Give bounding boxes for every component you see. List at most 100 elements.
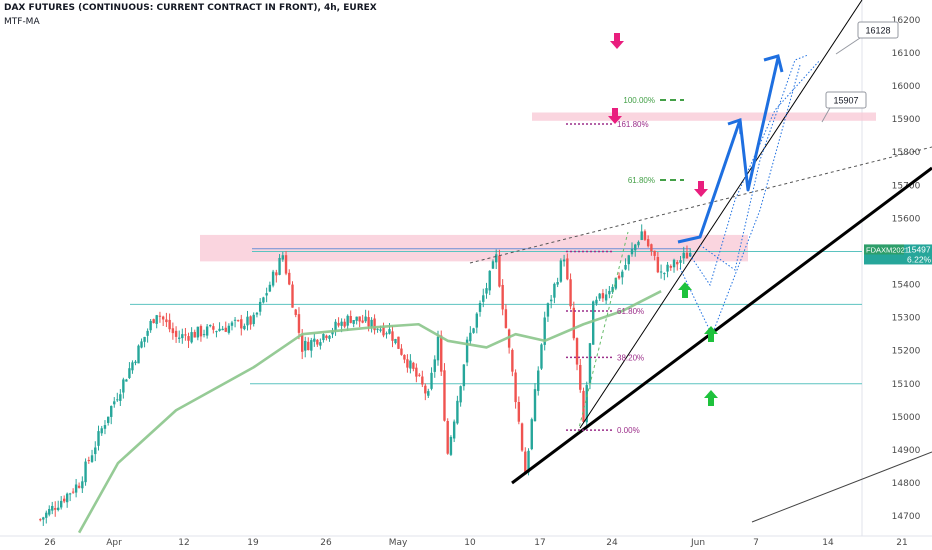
up-arrow-icon xyxy=(678,282,692,298)
callout-label: 15907 xyxy=(833,96,858,106)
candle-body xyxy=(190,332,193,343)
price-tick-label: 15100 xyxy=(892,380,921,390)
price-tick-label: 16200 xyxy=(892,16,921,26)
candle xyxy=(403,354,406,364)
time-tick-label: 7 xyxy=(753,538,759,548)
candle xyxy=(585,381,588,430)
candle-body xyxy=(212,326,215,330)
candle-body xyxy=(174,330,178,337)
candle-body xyxy=(57,507,60,511)
candle-body xyxy=(621,271,624,278)
candle-body xyxy=(358,316,361,322)
candle xyxy=(134,359,137,366)
candle xyxy=(307,337,310,351)
candle xyxy=(304,336,307,358)
candle-body xyxy=(68,493,72,495)
candle-body xyxy=(165,319,168,323)
candle-body xyxy=(48,508,51,515)
candle-body xyxy=(215,331,218,333)
candle xyxy=(595,296,598,306)
candle xyxy=(100,425,103,436)
candle-body xyxy=(161,316,165,320)
candle xyxy=(676,260,679,271)
price-tick-label: 15800 xyxy=(892,148,921,158)
chart-title: DAX FUTURES (CONTINUOUS: CURRENT CONTRAC… xyxy=(4,3,377,13)
callout-pointer xyxy=(821,105,832,123)
candle xyxy=(469,326,472,346)
candle xyxy=(262,296,265,304)
candle-body xyxy=(659,271,663,273)
candle xyxy=(400,344,403,356)
candle-body xyxy=(84,461,87,483)
candle-body xyxy=(495,254,498,263)
candle-body xyxy=(569,279,572,307)
candle-body xyxy=(630,249,634,255)
candle xyxy=(137,344,140,364)
candle-body xyxy=(388,329,391,334)
candle-body xyxy=(258,301,262,312)
callout-label: 16128 xyxy=(865,26,890,36)
price-tick-label: 15200 xyxy=(892,347,921,357)
candle-body xyxy=(349,315,352,323)
candle-body xyxy=(65,493,69,503)
candle-body xyxy=(627,255,630,265)
fib-level-label: 0.00% xyxy=(617,426,640,435)
candle-body xyxy=(575,338,579,365)
candle xyxy=(74,478,78,498)
candle xyxy=(155,314,158,329)
candle xyxy=(331,327,334,339)
chart-header: DAX FUTURES (CONTINUOUS: CURRENT CONTRAC… xyxy=(4,3,377,27)
callout-pointer xyxy=(835,35,864,55)
candle xyxy=(482,288,485,308)
candle xyxy=(230,320,234,331)
alt-projection-path xyxy=(689,59,821,287)
candle-body xyxy=(424,385,427,394)
candle xyxy=(51,501,54,515)
candle xyxy=(653,250,656,261)
candle xyxy=(310,337,313,358)
candle xyxy=(382,322,385,338)
candle-body xyxy=(592,301,595,345)
candle-body xyxy=(221,328,224,331)
candle xyxy=(679,255,682,270)
price-tick-label: 16000 xyxy=(892,82,921,92)
candle xyxy=(650,243,653,256)
candle-body xyxy=(685,252,689,259)
candle-body xyxy=(209,324,212,327)
candle-body xyxy=(294,309,297,315)
candle xyxy=(569,273,572,310)
candle-body xyxy=(472,328,475,333)
candle-body xyxy=(116,399,119,401)
candle xyxy=(507,328,511,354)
candle xyxy=(128,362,131,380)
candle-body xyxy=(193,331,196,338)
candle xyxy=(412,361,415,372)
fib-level-label: 61.80% xyxy=(617,307,644,316)
candle xyxy=(271,269,275,288)
candle xyxy=(443,363,446,422)
time-tick-label: 19 xyxy=(247,538,259,548)
candle xyxy=(643,229,647,241)
candle-body xyxy=(131,362,134,371)
candle-body xyxy=(498,255,501,287)
symbol-label: FDAXM2021 xyxy=(866,245,909,254)
candle xyxy=(391,325,394,348)
candle xyxy=(646,235,650,248)
candle-body xyxy=(227,325,231,333)
projection-arrowhead xyxy=(763,54,784,73)
candle-body xyxy=(488,270,491,291)
candle-body xyxy=(511,349,514,372)
candle-body xyxy=(152,319,155,324)
candle xyxy=(462,364,466,391)
candle xyxy=(640,224,643,241)
candle xyxy=(409,354,412,374)
up-arrow-icon xyxy=(704,326,718,342)
time-tick-label: 24 xyxy=(606,538,618,548)
candle-body xyxy=(537,370,540,391)
candle xyxy=(575,337,579,371)
price-tick-label: 15600 xyxy=(892,214,921,224)
candle xyxy=(556,277,559,288)
candle xyxy=(107,416,110,426)
candle-body xyxy=(469,332,472,342)
